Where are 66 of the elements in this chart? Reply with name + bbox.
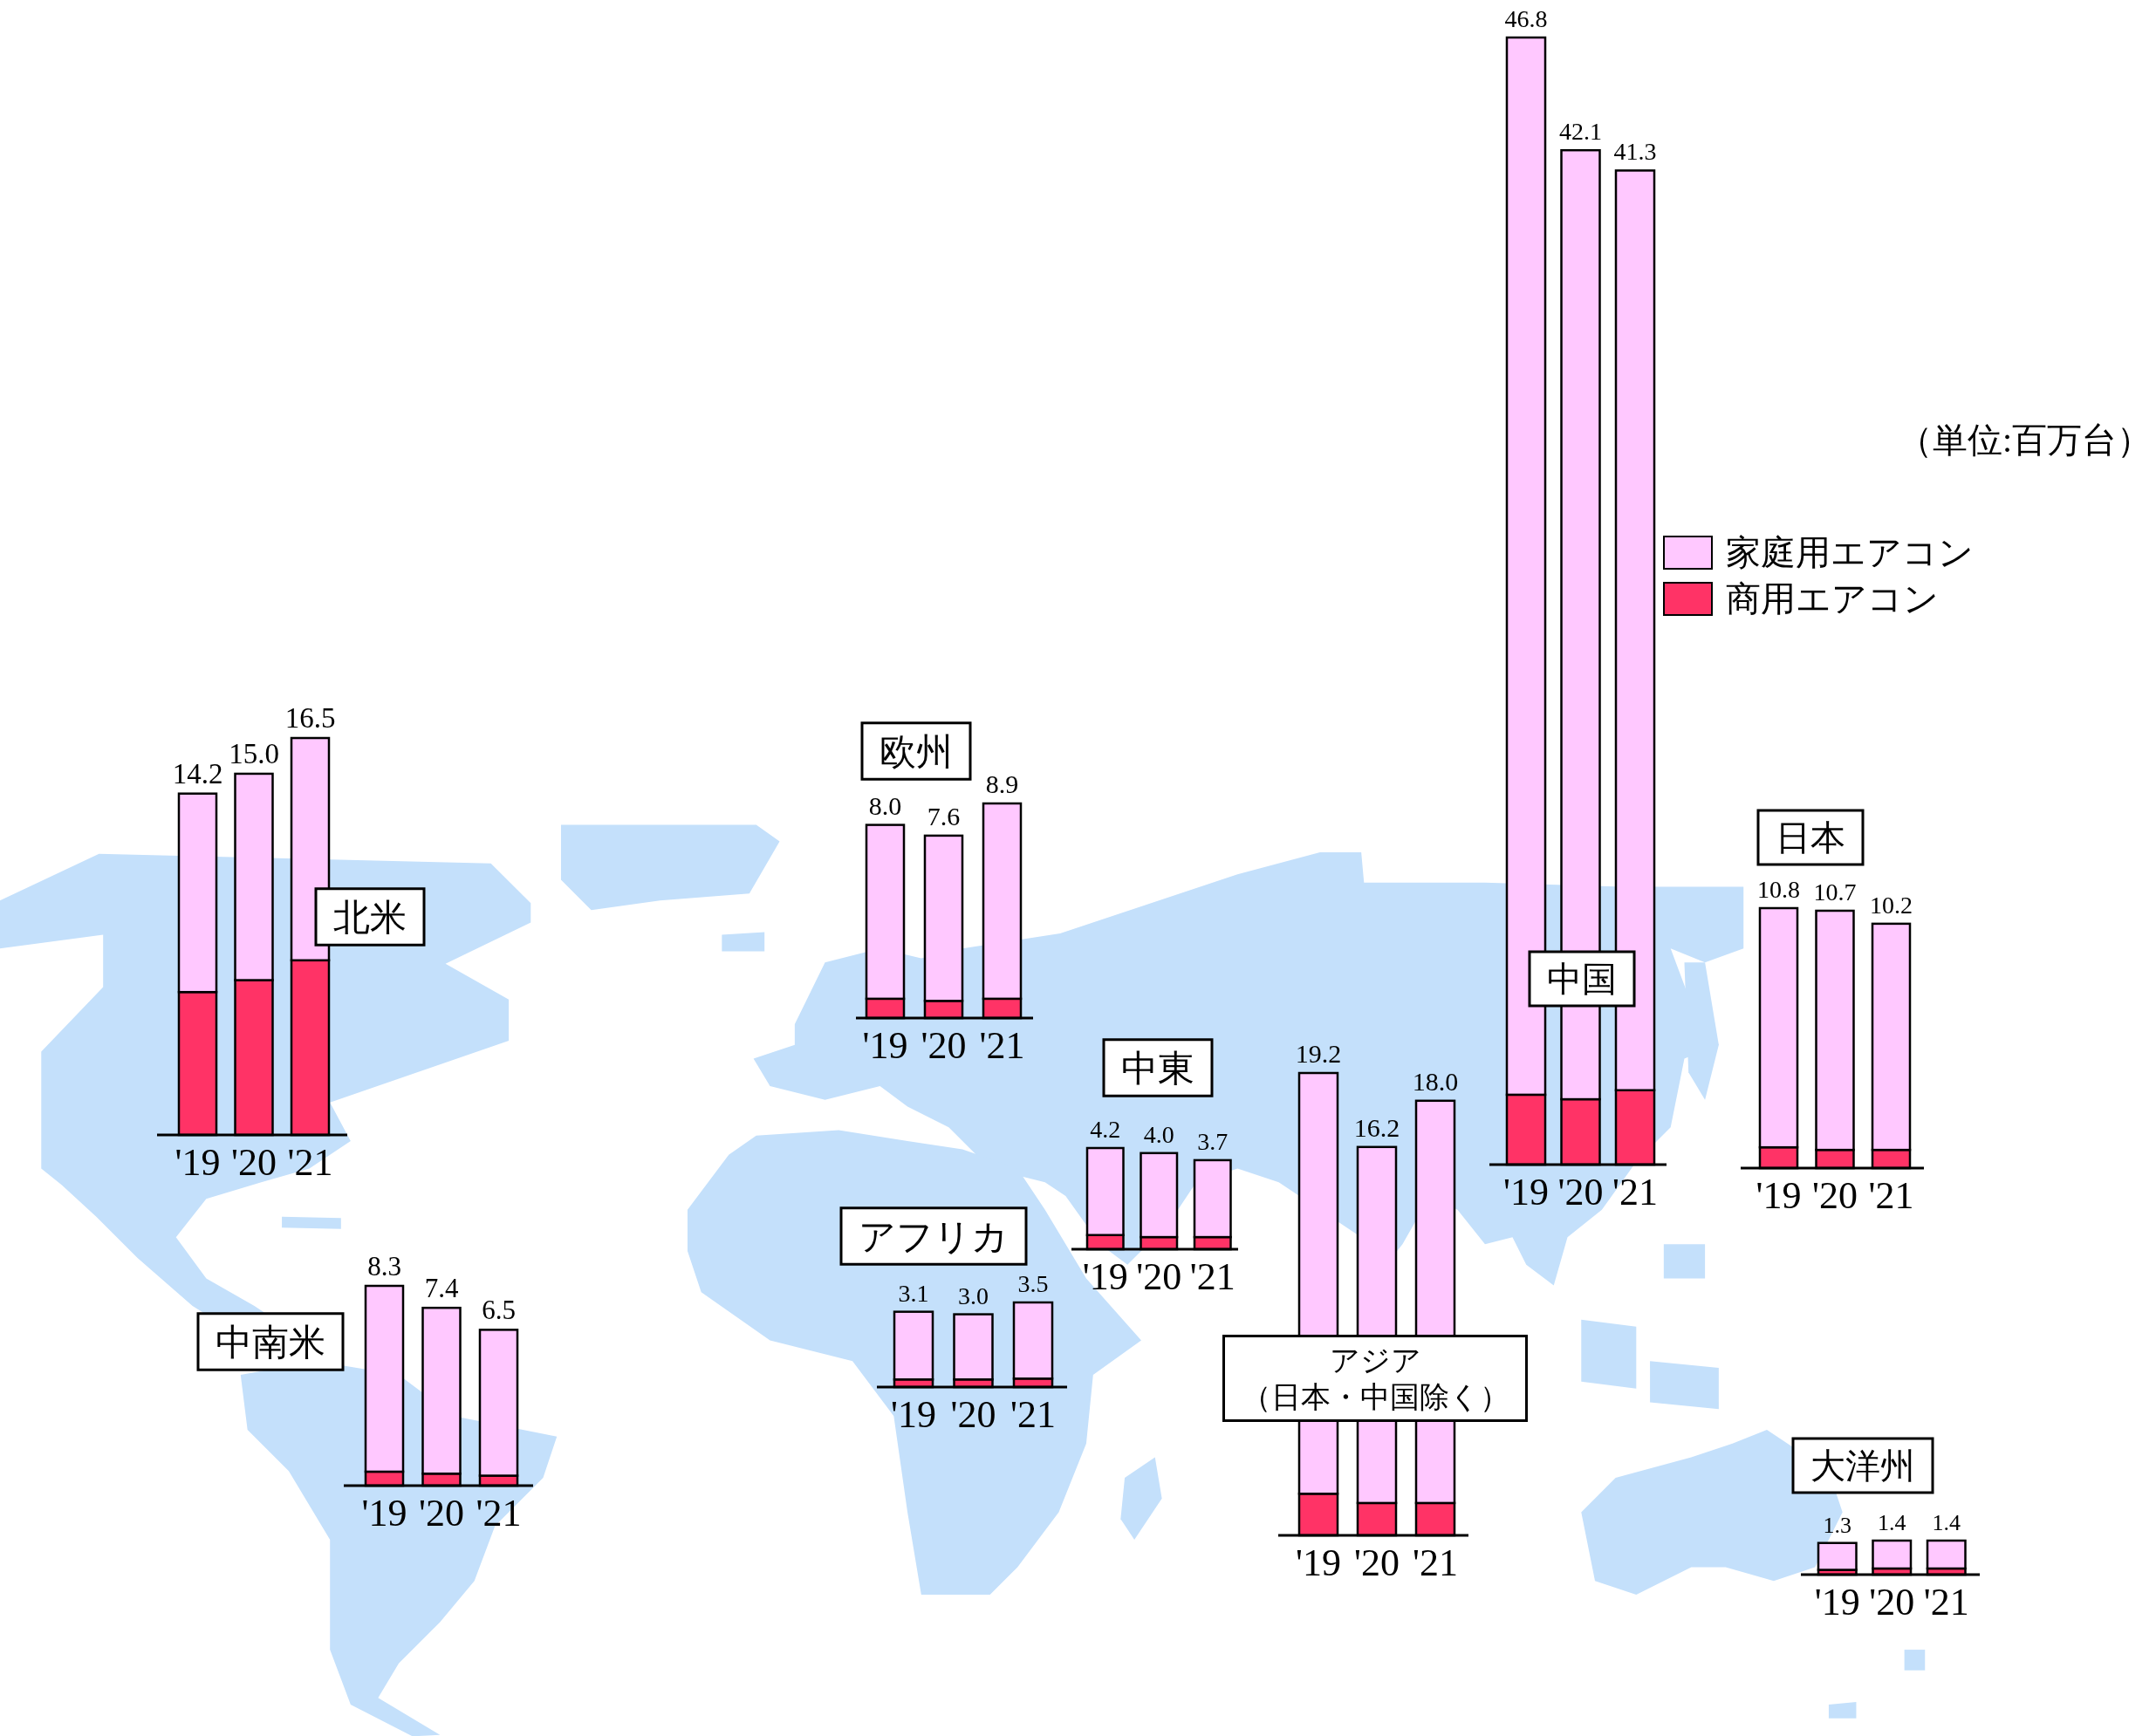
x-tick-label: '20 <box>950 1393 996 1436</box>
x-tick-label: '19 <box>1082 1255 1128 1298</box>
x-tick-label: '20 <box>1812 1174 1858 1217</box>
text: （単位:百万台） <box>1897 420 2152 460</box>
x-tick-label: '20 <box>921 1024 967 1067</box>
x-tick-label: '20 <box>231 1141 277 1184</box>
annotation: 8.0 <box>868 790 902 820</box>
annotation: 10.7 <box>1813 878 1857 906</box>
text: 北米 <box>333 898 407 939</box>
annotation: 16.5 <box>284 702 336 734</box>
x-tick-label: '21 <box>979 1024 1025 1067</box>
x-tick-label: '19 <box>361 1492 407 1534</box>
x-tick-label: '21 <box>476 1492 522 1534</box>
annotation: 8.3 <box>367 1251 401 1281</box>
text: アジア（日本・中国除く） <box>1241 1343 1509 1414</box>
annotation: 3.0 <box>958 1281 989 1309</box>
annotation: 6.5 <box>482 1295 516 1326</box>
legend-label: 商用エアコン <box>1726 579 1939 619</box>
annotation: 41.3 <box>1613 138 1657 166</box>
annotation: 18.0 <box>1412 1066 1459 1096</box>
chart-title: 中東 <box>1121 1049 1194 1090</box>
annotation: 1.4 <box>1932 1510 1961 1535</box>
x-tick-label: '19 <box>1503 1171 1549 1213</box>
annotation: 3.1 <box>898 1279 929 1307</box>
x-tick-label: '21 <box>1923 1581 1969 1623</box>
annotation: 3.7 <box>1197 1127 1229 1155</box>
text: 中南米 <box>216 1323 325 1364</box>
annotation: 1.3 <box>1823 1512 1851 1538</box>
text: 中国 <box>1547 960 1617 1000</box>
x-tick-label: '19 <box>1814 1581 1860 1623</box>
x-tick-label: '19 <box>175 1141 221 1184</box>
annotation: 14.2 <box>172 757 223 789</box>
x-tick-label: '20 <box>1354 1541 1400 1584</box>
annotation: 8.9 <box>985 769 1019 798</box>
x-tick-label: '21 <box>287 1141 333 1184</box>
annotation: 1.4 <box>1878 1510 1906 1535</box>
annotation: 7.4 <box>424 1273 459 1304</box>
annotation: 46.8 <box>1504 5 1548 32</box>
x-tick-label: '19 <box>1296 1541 1341 1584</box>
x-tick-label: '21 <box>1010 1393 1056 1436</box>
x-tick-label: '21 <box>1612 1171 1658 1213</box>
x-tick-label: '19 <box>1756 1174 1802 1217</box>
x-tick-label: '21 <box>1413 1541 1458 1584</box>
annotation: 19.2 <box>1295 1039 1342 1068</box>
chart-title: 大洋州 <box>1810 1446 1915 1487</box>
annotation: 42.1 <box>1559 118 1602 146</box>
annotation: 7.6 <box>927 801 961 830</box>
x-tick-label: '21 <box>1189 1255 1235 1298</box>
x-tick-label: '19 <box>862 1024 908 1067</box>
x-tick-label: '20 <box>1869 1581 1915 1623</box>
annotation: 3.5 <box>1017 1270 1049 1297</box>
x-tick-label: '20 <box>419 1492 464 1534</box>
x-tick-label: '19 <box>891 1393 936 1436</box>
annotation: 15.0 <box>229 737 279 769</box>
annotation: 4.0 <box>1143 1120 1174 1148</box>
chart-title: アフリカ <box>859 1217 1009 1258</box>
x-tick-label: '20 <box>1557 1171 1604 1213</box>
x-tick-label: '20 <box>1136 1255 1182 1298</box>
chart-title: 欧州 <box>880 732 953 773</box>
annotation: 4.2 <box>1090 1116 1121 1143</box>
chart-title: 日本 <box>1776 818 1845 858</box>
legend-label: 家庭用エアコン <box>1726 533 1974 572</box>
annotation: 10.2 <box>1870 891 1913 919</box>
x-tick-label: '21 <box>1868 1174 1914 1217</box>
annotation: 16.2 <box>1353 1112 1400 1142</box>
annotation: 10.8 <box>1757 876 1800 903</box>
